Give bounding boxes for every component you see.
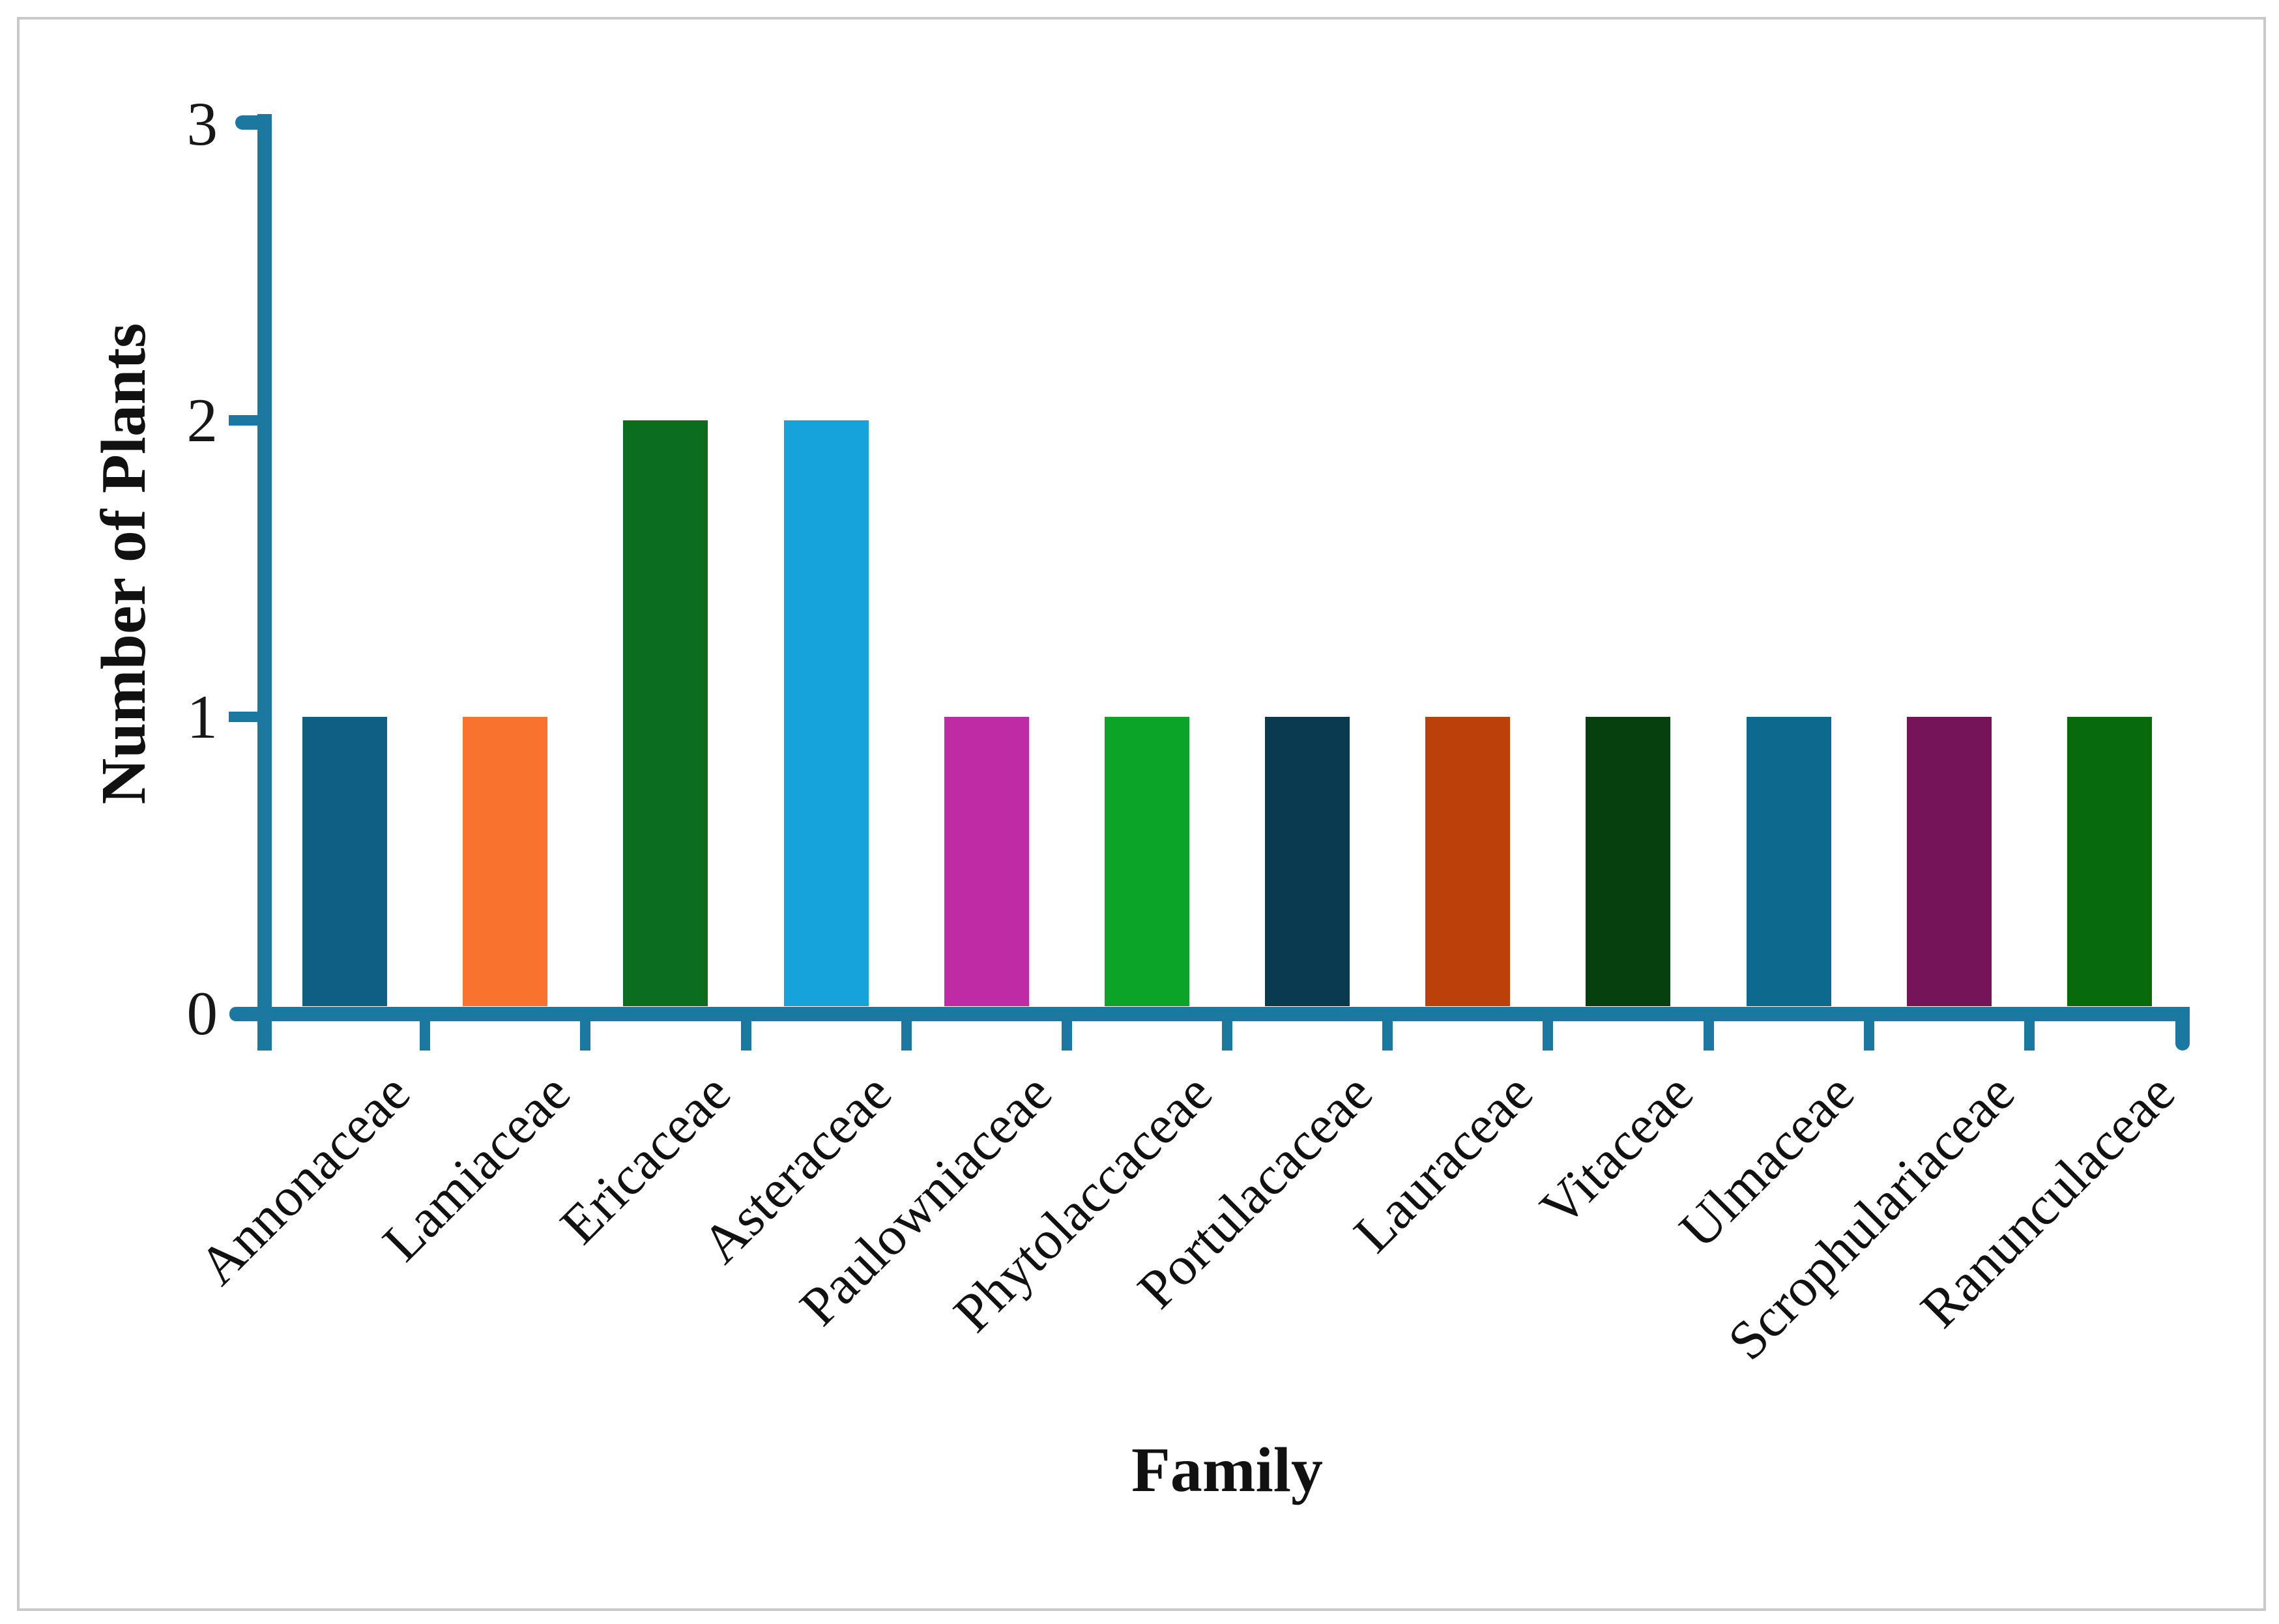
- bar-asteraceae: [783, 420, 869, 1006]
- bar-portulacaceae: [1265, 717, 1350, 1006]
- x-axis-line: [229, 1007, 2190, 1021]
- y-tick-label: 1: [186, 682, 218, 751]
- x-axis-tick: [740, 1021, 751, 1051]
- x-axis-tick: [580, 1021, 591, 1051]
- bar-annonaceae: [302, 717, 388, 1006]
- bar-ulmaceae: [1746, 717, 1831, 1006]
- x-axis-tick: [1543, 1021, 1554, 1051]
- x-axis-tick: [901, 1021, 912, 1051]
- bar-ericaceae: [623, 420, 708, 1006]
- bar-paulowniaceae: [944, 717, 1029, 1006]
- y-axis-title: Number of Plants: [89, 323, 159, 805]
- x-axis-tick: [1703, 1021, 1714, 1051]
- y-tick-label: 3: [186, 89, 218, 158]
- y-axis-tick: [229, 712, 257, 722]
- y-axis-tick: [229, 415, 257, 426]
- bar-ranunculaceae: [2067, 717, 2152, 1006]
- x-axis-end-cap: [2175, 1007, 2190, 1051]
- bar-lauraceae: [1425, 717, 1511, 1006]
- x-axis-tick: [1222, 1021, 1233, 1051]
- y-tick-label: 2: [186, 386, 218, 455]
- x-axis-tick: [420, 1021, 431, 1051]
- x-axis-tick: [1061, 1021, 1072, 1051]
- x-axis-tick: [1382, 1021, 1393, 1051]
- bar-scrophulariaceae: [1906, 717, 1992, 1006]
- x-axis-title: Family: [1131, 1435, 1323, 1505]
- y-tick-label: 0: [186, 979, 218, 1048]
- bar-lamiaceae: [463, 717, 548, 1006]
- y-axis-line: [257, 114, 272, 1051]
- bar-vitaceae: [1586, 717, 1671, 1006]
- x-axis-tick: [1863, 1021, 1874, 1051]
- bar-phytolaccaceae: [1104, 717, 1189, 1006]
- x-axis-tick: [2024, 1021, 2035, 1051]
- y-axis-end-cap: [235, 115, 272, 130]
